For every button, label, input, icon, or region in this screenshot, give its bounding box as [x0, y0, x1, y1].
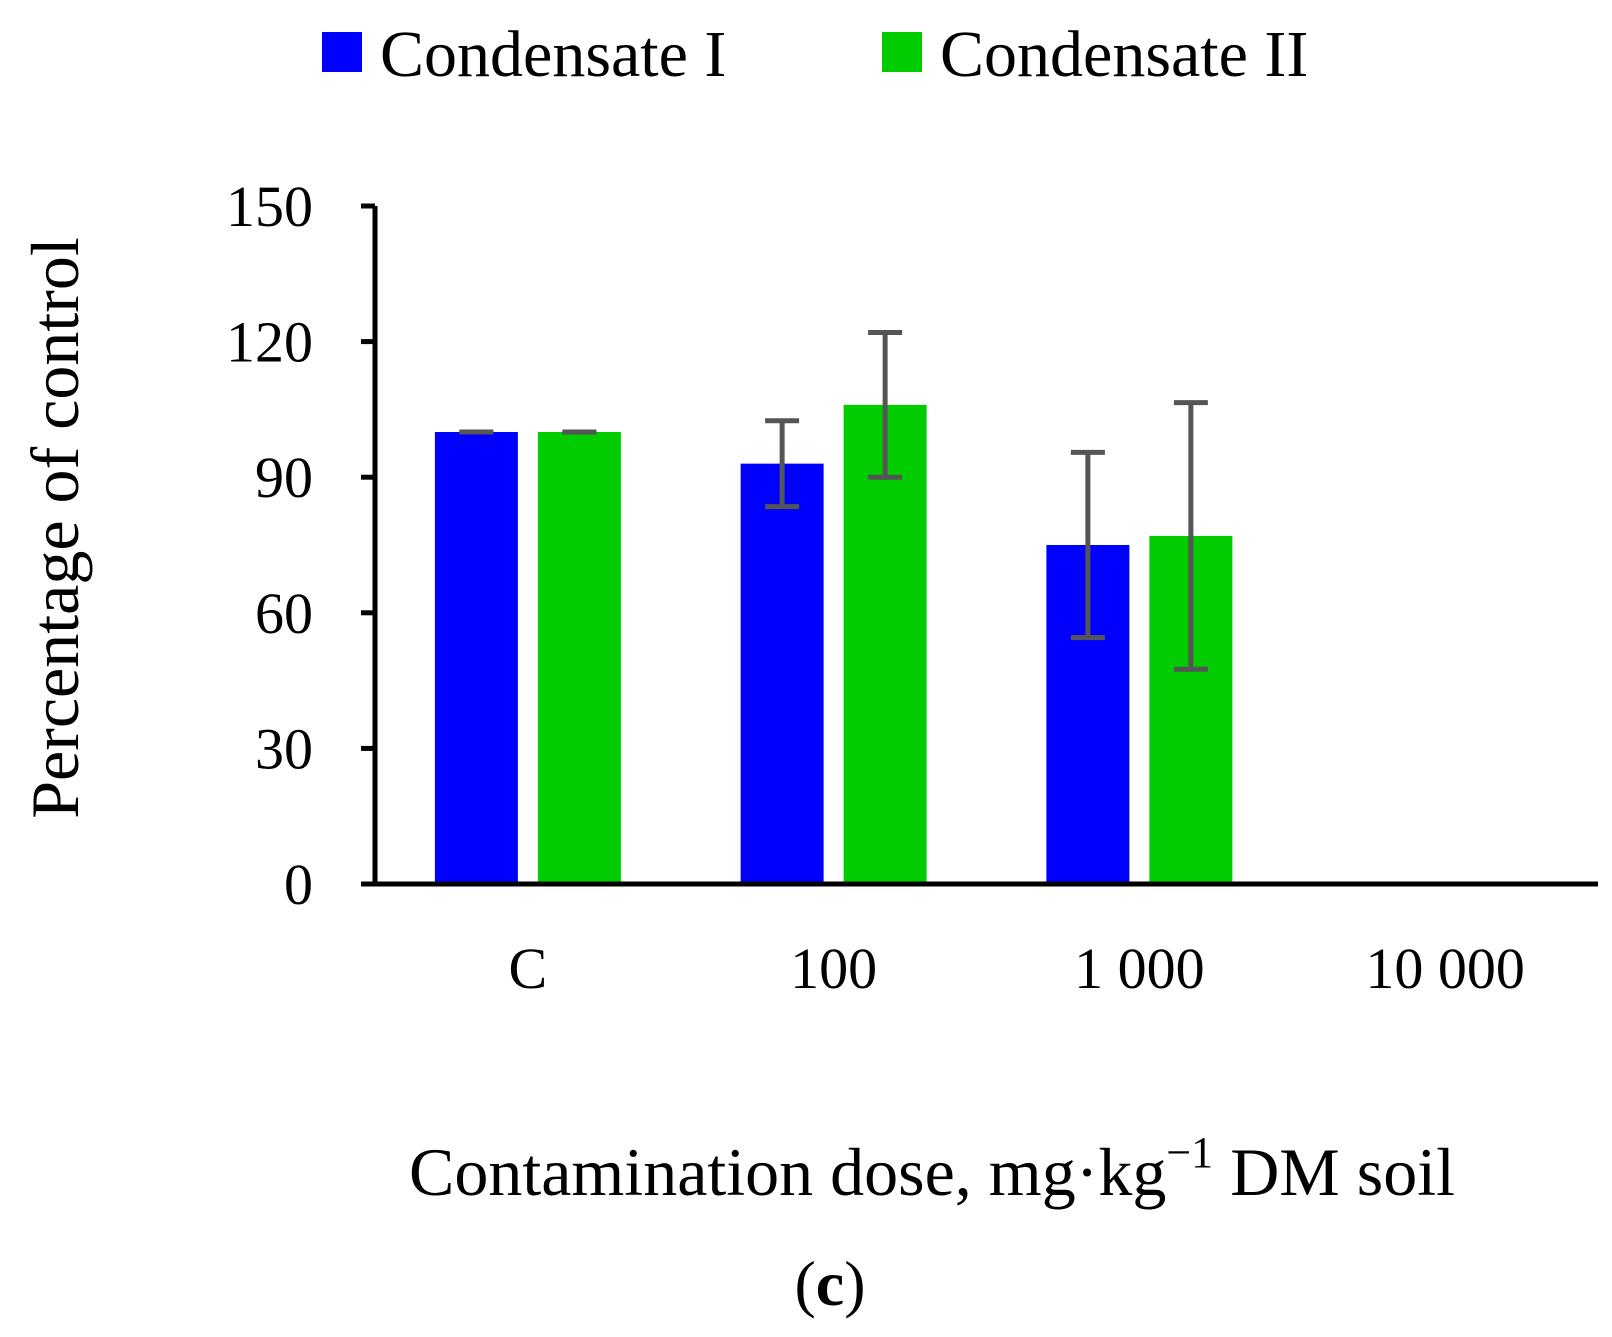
y-ticks-group: 0 30 60 90 120 150: [226, 174, 375, 917]
bar-condensate-i: [740, 463, 824, 884]
error-bars-group: [459, 330, 1208, 672]
y-tick-label: 60: [255, 581, 313, 646]
y-tick-label: 0: [284, 852, 313, 917]
y-axis-title: Percentage of control: [17, 237, 93, 819]
legend-swatch-condensate-ii: [882, 32, 922, 72]
x-axis-title-suffix: DM soil: [1213, 1134, 1455, 1210]
x-axis-title-main: Contamination dose, mg·kg: [409, 1134, 1166, 1210]
legend-label-condensate-ii: Condensate II: [940, 18, 1308, 91]
y-tick-label: 30: [255, 716, 313, 781]
bar-condensate-ii: [537, 432, 621, 884]
legend: Condensate I Condensate II: [322, 18, 1308, 91]
x-tick-label: 1 000: [1074, 936, 1205, 1001]
bar-condensate-i: [434, 432, 518, 884]
y-tick-label: 120: [226, 310, 313, 375]
legend-label-condensate-i: Condensate I: [380, 18, 726, 91]
y-tick-label: 90: [255, 445, 313, 510]
panel-label-letter: c: [816, 1248, 844, 1319]
x-tick-label: 10 000: [1365, 936, 1525, 1001]
x-axis-title: Contamination dose, mg·kg−1 DM soil: [409, 1128, 1455, 1210]
bar-condensate-ii: [843, 404, 927, 884]
bars-group: [434, 404, 1233, 884]
y-tick-label: 150: [226, 174, 313, 239]
x-ticks-group: C 100 1 000 10 000: [509, 936, 1525, 1001]
x-tick-label: C: [509, 936, 548, 1001]
legend-swatch-condensate-i: [322, 32, 362, 72]
panel-label: (c): [794, 1248, 865, 1319]
x-axis-title-superscript: −1: [1166, 1128, 1213, 1177]
x-tick-label: 100: [790, 936, 877, 1001]
